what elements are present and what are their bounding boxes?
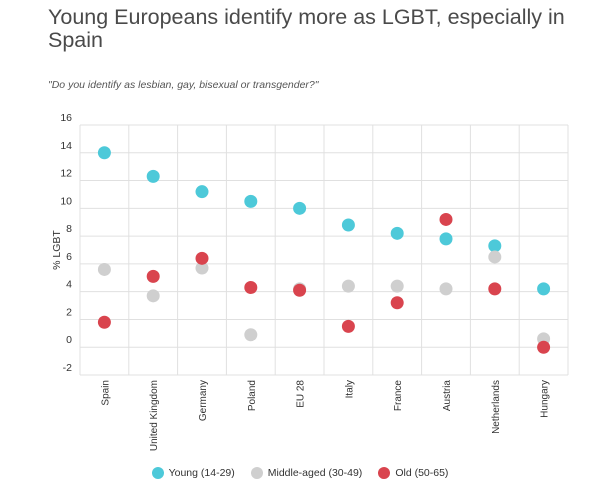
legend-label-young: Young (14-29) bbox=[168, 467, 235, 479]
data-point-middle-aged bbox=[97, 262, 111, 276]
data-point-middle-aged bbox=[244, 328, 258, 342]
y-axis-label: % LGBT bbox=[51, 230, 63, 270]
data-point-young bbox=[488, 239, 502, 253]
y-tick-label: 6 bbox=[66, 251, 72, 263]
data-point-young bbox=[390, 226, 404, 240]
y-tick-label: 2 bbox=[66, 306, 72, 318]
x-tick-label: France bbox=[393, 380, 404, 412]
y-tick-label: 4 bbox=[66, 279, 72, 291]
data-point-middle-aged bbox=[488, 250, 502, 264]
data-point-middle-aged bbox=[341, 279, 355, 293]
y-tick-label: 12 bbox=[60, 168, 72, 180]
data-point-young bbox=[97, 146, 111, 160]
data-point-young bbox=[293, 201, 307, 215]
data-point-old bbox=[488, 282, 502, 296]
x-tick-label: Spain bbox=[100, 380, 111, 406]
data-point-middle-aged bbox=[439, 282, 453, 296]
x-tick-label: Austria bbox=[442, 380, 453, 412]
data-point-middle-aged bbox=[195, 261, 209, 275]
scatter-chart: -2 0 2 4 6 8 10 12 14 16 % LGBT Spain United Kingdom… bbox=[51, 112, 569, 451]
x-tick-label: Italy bbox=[344, 380, 355, 398]
data-point-old bbox=[97, 315, 111, 329]
x-tick-label: Germany bbox=[198, 380, 209, 421]
data-point-young bbox=[195, 185, 209, 199]
data-point-young bbox=[341, 218, 355, 232]
data-point-young bbox=[537, 282, 551, 296]
legend-label-middle-aged: Middle-aged (30-49) bbox=[267, 467, 363, 479]
data-point-old bbox=[341, 319, 355, 333]
chart-subtitle: "Do you identify as lesbian, gay, bisexu… bbox=[48, 79, 319, 91]
y-tick-label: -2 bbox=[63, 362, 72, 374]
data-point-middle-aged bbox=[390, 279, 404, 293]
data-point-old bbox=[537, 340, 551, 354]
x-tick-label: Netherlands bbox=[491, 380, 502, 434]
y-tick-label: 8 bbox=[66, 223, 72, 235]
data-point-old bbox=[244, 281, 258, 294]
y-tick-label: 14 bbox=[60, 140, 72, 152]
data-point-middle-aged bbox=[146, 289, 160, 303]
data-point-old bbox=[293, 283, 307, 297]
legend-item-middle-aged: Middle-aged (30-49) bbox=[250, 467, 363, 479]
x-tick-label: Hungary bbox=[540, 380, 551, 418]
legend-item-young: Young (14-29) bbox=[151, 467, 235, 479]
data-point-old bbox=[195, 251, 209, 265]
y-tick-label: 16 bbox=[60, 112, 72, 124]
legend-item-old: Old (50-65) bbox=[378, 467, 448, 479]
y-tick-label: 0 bbox=[66, 334, 72, 346]
legend-marker-middle-aged bbox=[250, 467, 263, 479]
chart-legend: Young (14-29) Middle-aged (30-49) Old (5… bbox=[0, 467, 600, 479]
legend-label-old: Old (50-65) bbox=[395, 467, 449, 479]
data-point-old bbox=[390, 296, 404, 310]
x-tick-label: EU 28 bbox=[296, 380, 307, 408]
data-point-old bbox=[146, 269, 160, 283]
x-tick-label: Poland bbox=[247, 380, 258, 411]
legend-marker-young bbox=[151, 467, 164, 479]
y-tick-label: 10 bbox=[60, 195, 72, 207]
x-tick-label: United Kingdom bbox=[149, 380, 160, 451]
data-point-young bbox=[244, 194, 258, 208]
legend-marker-old bbox=[378, 467, 391, 479]
data-point-young bbox=[146, 169, 160, 183]
data-point-young bbox=[439, 232, 453, 246]
chart-title: Young Europeans identify more as LGBT, e… bbox=[48, 5, 565, 52]
data-point-old bbox=[439, 212, 453, 226]
